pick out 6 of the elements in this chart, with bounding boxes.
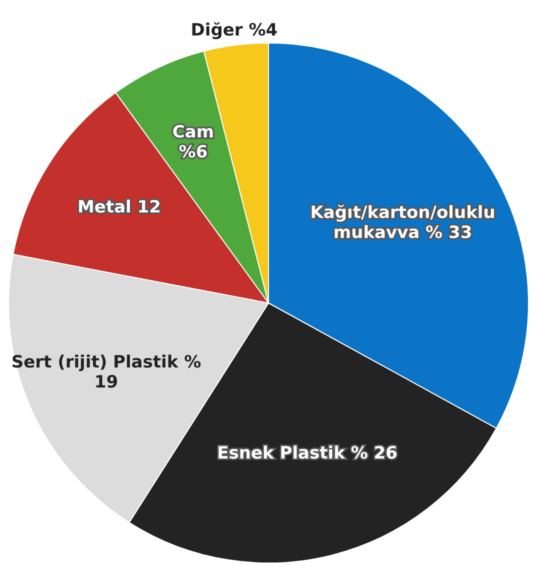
slice-label: Metal 12 — [77, 198, 161, 218]
slice-label: Esnek Plastik % 26 — [217, 444, 398, 464]
slice-label: Cam %6 — [172, 122, 214, 162]
slice-label: Kağıt/karton/oluklu mukavva % 33 — [310, 203, 496, 244]
slice-label: Sert (rijit) Plastik % 19 — [11, 352, 202, 393]
slice-label: Diğer %4 — [190, 20, 278, 41]
